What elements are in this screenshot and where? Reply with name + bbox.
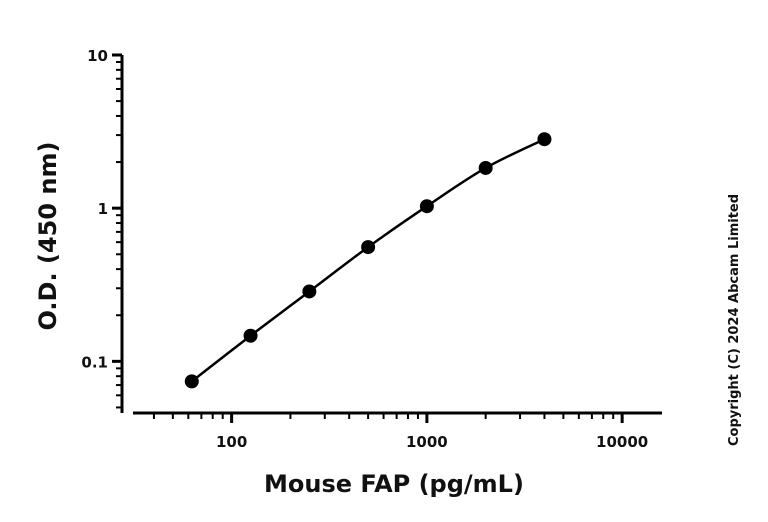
data-point [302, 284, 317, 299]
y-tick-label: 1 [98, 200, 108, 218]
data-point [478, 160, 493, 175]
fit-curve [191, 138, 545, 383]
data-point [419, 199, 434, 214]
x-tick-label: 10000 [596, 433, 648, 451]
y-tick-label: 0.1 [81, 353, 108, 371]
x-axis: 100 1000 10000 [133, 411, 662, 451]
y-axis: 0.1 1 10 [81, 47, 124, 413]
x-tick-label: 100 [216, 433, 247, 451]
x-axis-title: Mouse FAP (pg/mL) [264, 470, 524, 498]
copyright-text: Copyright (C) 2024 Abcam Limited [727, 194, 742, 446]
data-point [361, 240, 376, 255]
data-series [184, 132, 552, 389]
y-tick-label: 10 [87, 47, 108, 65]
data-point [184, 374, 199, 389]
y-axis-title: O.D. (450 nm) [34, 142, 62, 331]
data-point [243, 328, 258, 343]
x-tick-label: 1000 [406, 433, 448, 451]
data-point [537, 132, 552, 147]
